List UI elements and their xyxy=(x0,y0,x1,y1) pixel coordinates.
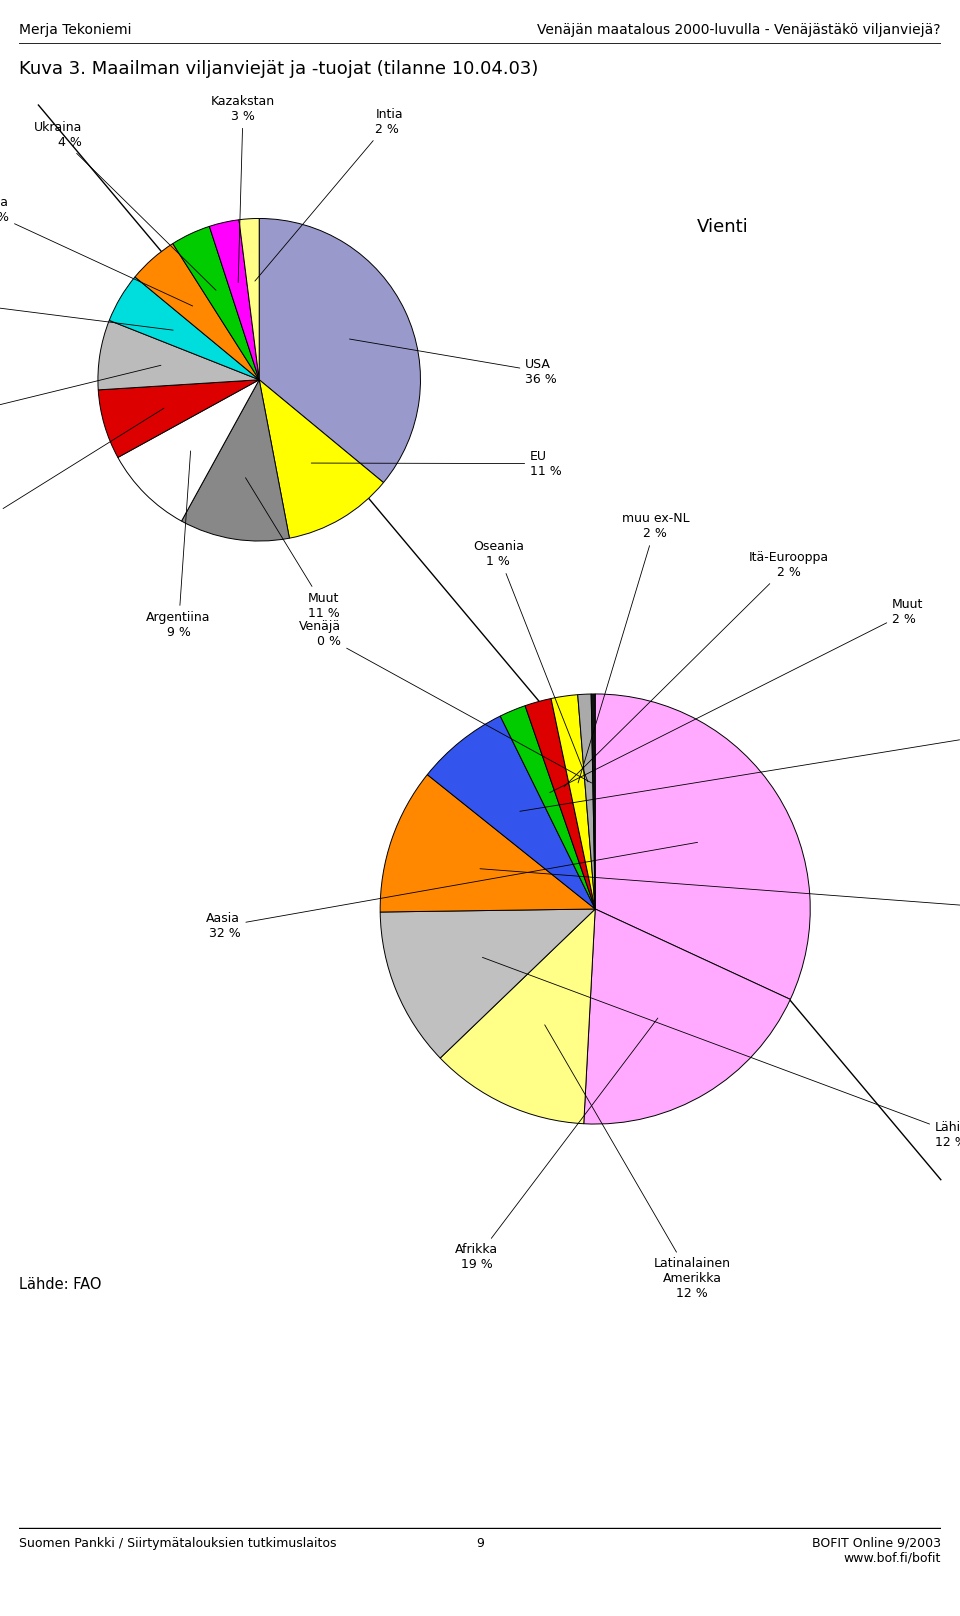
Wedge shape xyxy=(595,693,810,999)
Wedge shape xyxy=(109,276,259,380)
Text: Venäjän maatalous 2000-luvulla - Venäjästäkö viljanviejä?: Venäjän maatalous 2000-luvulla - Venäjäs… xyxy=(538,23,941,37)
Wedge shape xyxy=(118,380,259,520)
Wedge shape xyxy=(173,226,259,380)
Wedge shape xyxy=(98,380,259,457)
Text: Australia
5 %: Australia 5 % xyxy=(0,288,173,330)
Wedge shape xyxy=(380,774,595,911)
Text: Itä-Eurooppa
2 %: Itä-Eurooppa 2 % xyxy=(564,551,828,787)
Wedge shape xyxy=(584,908,790,1125)
Wedge shape xyxy=(135,244,259,380)
Text: Lähi-Itä
12 %: Lähi-Itä 12 % xyxy=(483,957,960,1149)
Wedge shape xyxy=(380,908,595,1058)
Text: Suomen Pankki / Siirtymätalouksien tutkimuslaitos: Suomen Pankki / Siirtymätalouksien tutki… xyxy=(19,1537,337,1550)
Text: Aasia
32 %: Aasia 32 % xyxy=(206,842,698,941)
Wedge shape xyxy=(500,706,595,908)
Text: Vienti: Vienti xyxy=(697,218,749,236)
Text: Ukraina
4 %: Ukraina 4 % xyxy=(34,121,216,291)
Wedge shape xyxy=(578,693,595,908)
Text: Afrikka
19 %: Afrikka 19 % xyxy=(455,1018,658,1272)
Wedge shape xyxy=(239,218,259,380)
Text: Lähde: FAO: Lähde: FAO xyxy=(19,1277,102,1291)
Text: 9: 9 xyxy=(476,1537,484,1550)
Text: Kiina
7 %: Kiina 7 % xyxy=(0,365,161,430)
Wedge shape xyxy=(181,380,289,541)
Text: Venäjä
7 %: Venäjä 7 % xyxy=(0,409,164,538)
Text: Kanada
5 %: Kanada 5 % xyxy=(0,197,193,305)
Text: EU
11 %: EU 11 % xyxy=(311,449,562,478)
Wedge shape xyxy=(551,695,595,908)
Text: Muut
11 %: Muut 11 % xyxy=(246,478,340,619)
Text: muu ex-NL
2 %: muu ex-NL 2 % xyxy=(578,512,689,782)
Text: USA
36 %: USA 36 % xyxy=(349,339,557,386)
Text: Merja Tekoniemi: Merja Tekoniemi xyxy=(19,23,132,37)
Text: Venäjä
0 %: Venäjä 0 % xyxy=(300,621,591,782)
Text: Oseania
1 %: Oseania 1 % xyxy=(473,540,588,782)
Wedge shape xyxy=(427,716,595,908)
Text: Kuva 3. Maailman viljanviejät ja -tuojat (tilanne 10.04.03): Kuva 3. Maailman viljanviejät ja -tuojat… xyxy=(19,60,539,78)
Text: Argentiina
9 %: Argentiina 9 % xyxy=(146,451,211,638)
Text: EU
7 %: EU 7 % xyxy=(520,722,960,811)
Text: Kazakstan
3 %: Kazakstan 3 % xyxy=(211,95,276,283)
Text: Latinalainen
Amerikka
12 %: Latinalainen Amerikka 12 % xyxy=(544,1025,731,1301)
Wedge shape xyxy=(98,320,259,389)
Wedge shape xyxy=(591,693,595,908)
Wedge shape xyxy=(525,698,595,908)
Text: BOFIT Online 9/2003
www.bof.fi/bofit: BOFIT Online 9/2003 www.bof.fi/bofit xyxy=(812,1537,941,1564)
Wedge shape xyxy=(209,220,259,380)
Wedge shape xyxy=(259,218,420,483)
Text: Muut
2 %: Muut 2 % xyxy=(550,598,924,792)
Text: Intia
2 %: Intia 2 % xyxy=(255,108,403,281)
Wedge shape xyxy=(441,908,595,1123)
Text: Pohjois-
Amerikka
11 %: Pohjois- Amerikka 11 % xyxy=(480,869,960,931)
Wedge shape xyxy=(259,380,383,538)
